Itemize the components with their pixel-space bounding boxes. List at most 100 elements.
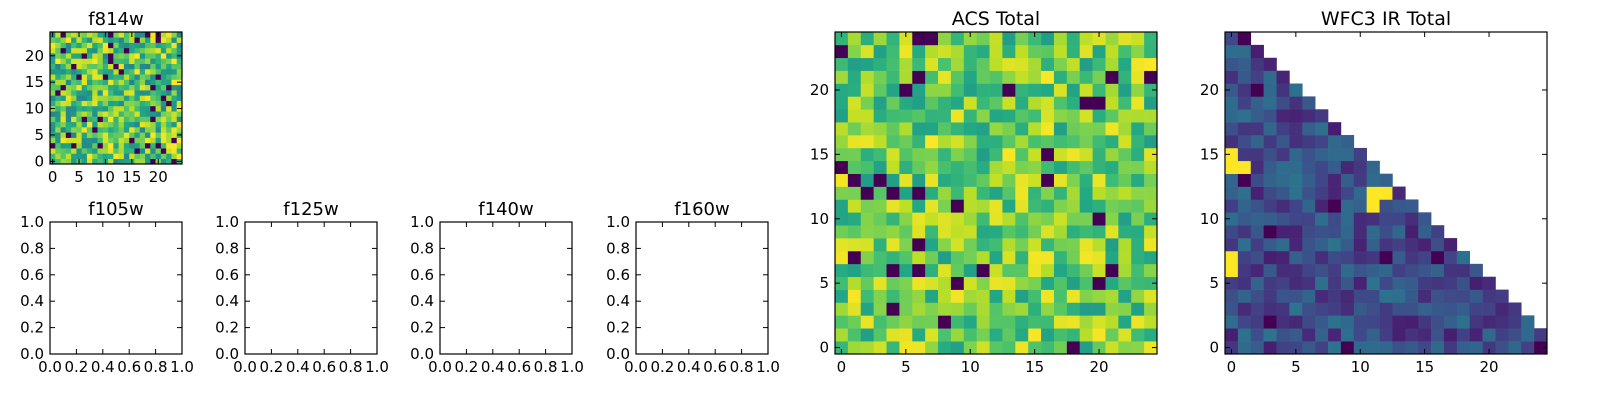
- f814w-cell: [118, 142, 125, 149]
- f814w-cell: [123, 42, 130, 49]
- f814w-cell: [123, 74, 130, 80]
- f814w-cell: [139, 127, 146, 133]
- f125w-ytick-label: 0.4: [215, 292, 239, 310]
- f814w-cell: [71, 79, 77, 86]
- f814w-cell: [65, 37, 72, 43]
- acs-total-cell: [1053, 160, 1068, 174]
- acs-total-cell: [860, 199, 874, 213]
- acs-total-cell: [1041, 109, 1055, 123]
- acs-total-cell: [1092, 302, 1106, 316]
- acs-total-cell: [1079, 32, 1093, 46]
- wfc3-ir-total-xtick-label: 10: [1351, 358, 1370, 376]
- wfc3-ir-total-cell: [1495, 289, 1509, 303]
- wfc3-ir-total-cell: [1431, 263, 1445, 278]
- acs-total-cell: [1041, 199, 1055, 213]
- f814w-cell: [118, 132, 125, 138]
- wfc3-ir-total-cell: [1289, 250, 1303, 265]
- acs-total-cell: [1144, 122, 1158, 136]
- wfc3-ir-total-cell: [1340, 135, 1355, 149]
- f814w-cell: [108, 100, 114, 107]
- f814w-cell: [60, 121, 67, 128]
- acs-total-cell: [886, 250, 900, 265]
- f814w-cell: [171, 63, 178, 70]
- acs-total-cell: [860, 315, 874, 329]
- f814w-cell: [97, 105, 104, 112]
- wfc3-ir-total-cell: [1315, 186, 1329, 200]
- acs-total-cell: [938, 328, 952, 342]
- f814w-cell: [55, 79, 61, 86]
- f814w-cell: [50, 153, 56, 160]
- acs-total-cell: [1066, 83, 1081, 97]
- wfc3-ir-total-cell: [1418, 238, 1432, 252]
- wfc3-ir-total-cell: [1443, 328, 1458, 342]
- acs-total-cell: [963, 160, 977, 174]
- f140w-ytick-label: 0.8: [410, 239, 434, 257]
- wfc3-ir-total-cell: [1379, 199, 1393, 213]
- wfc3-ir-total-cell: [1521, 328, 1535, 342]
- wfc3-ir-total-cell: [1482, 328, 1496, 342]
- acs-total-cell: [1002, 160, 1016, 174]
- wfc3-ir-total-cell: [1353, 212, 1367, 226]
- f814w-cell: [76, 90, 82, 96]
- f814w-cell: [81, 121, 88, 128]
- acs-total-cell: [860, 186, 874, 200]
- acs-total-cell: [963, 263, 977, 278]
- f814w-cell: [139, 132, 146, 138]
- acs-total-ytick-label: 15: [810, 145, 829, 163]
- acs-total-cell: [1079, 83, 1093, 97]
- acs-total-cell: [899, 276, 913, 290]
- f814w-cell: [171, 32, 178, 38]
- f814w-cell: [118, 63, 125, 70]
- f814w-cell: [134, 47, 141, 54]
- f814w-cell: [118, 42, 125, 49]
- wfc3-ir-total-cell: [1263, 135, 1277, 149]
- f125w-xtick-label: 1.0: [365, 358, 389, 376]
- f814w-cell: [160, 58, 167, 64]
- f814w-cell: [86, 158, 93, 165]
- acs-total-cell: [989, 250, 1003, 265]
- f814w-cell: [155, 132, 162, 138]
- f814w-cell: [176, 127, 183, 133]
- f814w-cell: [150, 42, 156, 49]
- f105w-ytick-label: 0.8: [20, 239, 44, 257]
- acs-total-cell: [1079, 160, 1093, 174]
- f814w-cell: [81, 53, 88, 59]
- acs-total-cell: [1002, 173, 1016, 187]
- wfc3-ir-total-cell: [1340, 302, 1355, 316]
- f814w-cell: [134, 105, 141, 112]
- f814w-cell: [86, 68, 93, 75]
- acs-total-cell: [963, 173, 977, 187]
- f814w-cell: [81, 68, 88, 75]
- wfc3-ir-total-cell: [1225, 276, 1239, 290]
- f814w-cell: [108, 58, 114, 64]
- f814w-cell: [166, 116, 172, 123]
- f814w-cell: [50, 116, 56, 123]
- f814w-cell: [65, 79, 72, 86]
- f814w-cell: [176, 111, 183, 117]
- f814w-cell: [145, 37, 151, 43]
- f814w-cell: [129, 84, 135, 91]
- f814w-cell: [81, 153, 88, 160]
- f814w-cell: [155, 42, 162, 49]
- acs-total-cell: [1002, 147, 1016, 162]
- wfc3-ir-total-cell: [1405, 199, 1419, 213]
- f814w-cell: [50, 142, 56, 149]
- acs-total-cell: [1015, 302, 1029, 316]
- acs-total-cell: [950, 276, 965, 290]
- acs-total-cell: [886, 173, 900, 187]
- f814w-cell: [113, 148, 119, 154]
- acs-total-cell: [1144, 160, 1158, 174]
- f814w-cell: [65, 148, 72, 154]
- wfc3-ir-total-cell: [1237, 57, 1252, 71]
- acs-total-cell: [860, 276, 874, 290]
- acs-total-cell: [1002, 32, 1016, 46]
- wfc3-ir-total-cell: [1340, 328, 1355, 342]
- wfc3-ir-total-cell: [1379, 238, 1393, 252]
- f814w-cell: [97, 142, 104, 149]
- f140w-frame: [439, 221, 573, 355]
- acs-total-cell: [886, 160, 900, 174]
- f814w-cell: [118, 148, 125, 154]
- wfc3-ir-total-cell: [1289, 225, 1303, 239]
- wfc3-ir-total-cell: [1302, 160, 1316, 174]
- wfc3-ir-total-cell: [1366, 199, 1380, 213]
